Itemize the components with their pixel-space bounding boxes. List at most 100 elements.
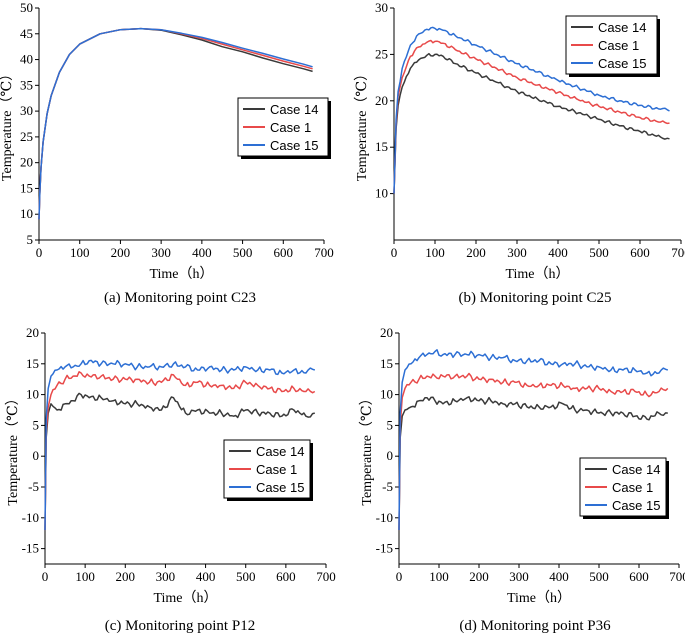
y-tick-label: 10 [26,387,39,402]
panel-caption: (a) Monitoring point C23 [104,290,256,306]
x-axis-label: Time（h） [153,590,217,606]
y-tick-label: 50 [20,0,33,15]
y-tick-label: 10 [20,206,33,221]
y-tick-label: 20 [380,325,393,340]
x-tick-label: 400 [549,569,569,584]
legend-label: Case 1 [270,120,311,135]
series-line-case-15 [38,27,313,220]
legend-label: Case 15 [256,480,304,495]
chart-panel-2: 0 100 200 300 400 500 600 700 10 15 20 25 30 Time（h） T… [354,0,685,306]
panel-caption: (c) Monitoring point P12 [105,618,255,634]
x-tick-label: 300 [151,245,171,260]
y-axis-label: Temperature（℃） [0,67,15,181]
chart-panel-1: 0 100 200 300 400 500 600 700 5 10 15 20 25 30 35 40 45 5… [0,0,334,306]
x-tick-label: 0 [36,245,43,260]
y-tick-label: 25 [375,46,388,61]
series-line-case-15 [44,359,316,531]
chart-panel-4: 0 100 200 300 400 500 600 700 -15 -10 -5 0 5 10 15 20 Ti… [359,325,685,634]
series-line-case-14 [44,392,315,531]
x-tick-label: 500 [589,245,609,260]
x-tick-label: 700 [314,245,334,260]
x-tick-label: 200 [466,245,486,260]
x-tick-label: 700 [669,569,685,584]
x-axis-label: Time（h） [505,266,569,282]
y-tick-label: 0 [33,448,40,463]
y-tick-label: -10 [22,510,39,525]
y-tick-label: 20 [26,325,39,340]
legend: Case 14 Case 1 Case 15 [237,97,331,159]
y-tick-label: -15 [376,541,393,556]
x-tick-label: 0 [42,569,49,584]
series-line-case-15 [393,26,670,194]
series-line-case-14 [393,52,670,194]
chart-panel-3: 0 100 200 300 400 500 600 700 -15 -10 -5 0 5 10 15 20 Ti… [5,325,336,634]
y-axis-label: Temperature（℃） [354,67,370,181]
y-tick-label: 15 [20,180,33,195]
y-tick-label: 5 [27,232,34,247]
y-tick-label: 40 [20,52,33,67]
legend-label: Case 14 [270,102,318,117]
y-tick-label: 0 [387,448,394,463]
legend-label: Case 1 [256,462,297,477]
legend: Case 14 Case 1 Case 15 [579,457,669,519]
y-axis-label: Temperature（℃） [359,391,375,505]
series-line-case-14 [398,396,668,531]
legend-label: Case 1 [598,38,639,53]
legend-label: Case 14 [612,462,660,477]
panel-caption: (b) Monitoring point C25 [459,290,612,306]
x-tick-label: 0 [396,569,403,584]
x-tick-label: 700 [671,245,685,260]
panel-caption: (d) Monitoring point P36 [459,618,611,634]
x-tick-label: 400 [196,569,216,584]
legend-label: Case 14 [598,20,646,35]
y-tick-label: 30 [375,0,388,15]
x-tick-label: 100 [429,569,449,584]
x-tick-label: 500 [589,569,609,584]
x-tick-label: 600 [276,569,296,584]
legend-label: Case 15 [612,498,660,513]
x-tick-label: 400 [548,245,568,260]
x-tick-label: 500 [236,569,256,584]
x-tick-label: 600 [630,245,650,260]
x-tick-label: 100 [70,245,90,260]
y-tick-label: 15 [26,356,39,371]
series-line-case-1 [393,39,670,194]
y-axis-label: Temperature（℃） [5,391,21,505]
y-tick-label: 35 [20,77,33,92]
legend: Case 14 Case 1 Case 15 [223,439,313,501]
x-tick-label: 100 [75,569,95,584]
x-tick-label: 0 [391,245,398,260]
x-tick-label: 300 [507,245,527,260]
series-line-case-15 [398,349,669,531]
y-tick-label: -5 [28,479,39,494]
y-tick-label: 10 [375,186,388,201]
y-tick-label: -15 [22,541,39,556]
legend-label: Case 14 [256,444,304,459]
y-tick-label: -5 [382,479,393,494]
y-tick-label: -10 [376,510,393,525]
series-line-case-1 [44,371,316,531]
legend: Case 14 Case 1 Case 15 [565,15,660,77]
y-tick-label: 20 [375,93,388,108]
y-tick-label: 20 [20,155,33,170]
x-tick-label: 400 [192,245,212,260]
x-tick-label: 600 [274,245,294,260]
x-tick-label: 200 [111,245,131,260]
y-tick-label: 15 [380,356,393,371]
y-tick-label: 45 [20,26,33,41]
x-tick-label: 600 [629,569,649,584]
x-axis-label: Time（h） [507,590,571,606]
legend-label: Case 15 [598,56,646,71]
y-tick-label: 5 [387,417,394,432]
y-tick-label: 15 [375,139,388,154]
x-tick-label: 200 [116,569,136,584]
series-line-case-1 [398,372,669,531]
x-tick-label: 700 [316,569,336,584]
x-tick-label: 300 [509,569,529,584]
y-tick-label: 10 [380,387,393,402]
y-tick-label: 30 [20,103,33,118]
legend-label: Case 1 [612,480,653,495]
x-tick-label: 300 [156,569,176,584]
y-tick-label: 25 [20,129,33,144]
